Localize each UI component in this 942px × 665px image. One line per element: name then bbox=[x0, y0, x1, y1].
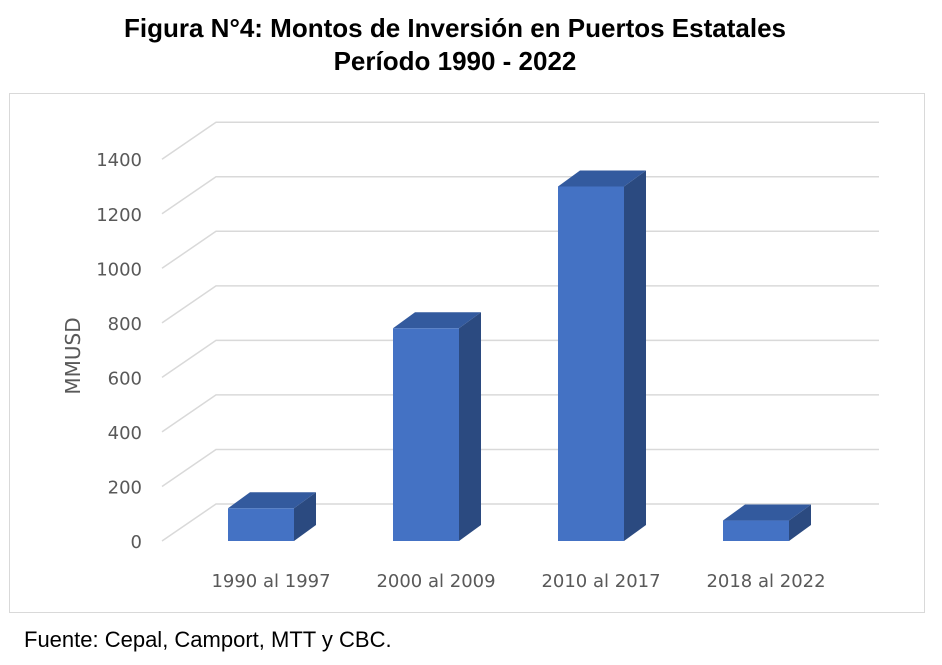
bar-chart: 0 200 400 600 800 1000 1200 1400 MMUSD 1990 al 19… bbox=[61, 121, 879, 592]
y-tick-label: 1200 bbox=[96, 205, 142, 226]
chart-title: Figura N°4: Montos de Inversión en Puert… bbox=[0, 12, 910, 78]
bar bbox=[393, 328, 459, 541]
bar-side bbox=[624, 170, 646, 541]
x-tick-label: 2010 al 2017 bbox=[541, 571, 660, 592]
bar-top bbox=[558, 170, 646, 187]
gridline bbox=[161, 394, 879, 433]
x-tick-label: 2000 al 2009 bbox=[376, 571, 495, 592]
y-axis-label: MMUSD bbox=[61, 317, 85, 394]
bar-top bbox=[393, 312, 481, 329]
gridline bbox=[161, 448, 879, 488]
gridline bbox=[161, 121, 879, 160]
bar-side bbox=[789, 504, 811, 541]
bar-side bbox=[294, 492, 316, 541]
bar-top bbox=[228, 492, 316, 509]
gridline bbox=[161, 285, 879, 324]
gridline bbox=[161, 176, 879, 215]
chart-frame: 0 200 400 600 800 1000 1200 1400 MMUSD 1990 al 19… bbox=[9, 93, 925, 613]
bar bbox=[228, 508, 294, 541]
gridline bbox=[161, 230, 879, 269]
gridline bbox=[161, 339, 879, 378]
source-note: Fuente: Cepal, Camport, MTT y CBC. bbox=[24, 627, 392, 652]
gridline bbox=[161, 503, 879, 542]
bar-side bbox=[459, 312, 481, 541]
y-tick-label: 1400 bbox=[96, 150, 142, 171]
y-tick-label: 800 bbox=[108, 314, 142, 335]
bar-top bbox=[723, 504, 811, 521]
x-tick-label: 1990 al 1997 bbox=[211, 571, 330, 592]
chart-title-line-2: Período 1990 - 2022 bbox=[333, 46, 577, 76]
x-tick-label: 2018 al 2022 bbox=[706, 571, 825, 592]
bar bbox=[723, 520, 789, 541]
y-tick-label: 400 bbox=[108, 423, 142, 444]
y-tick-label: 0 bbox=[131, 532, 142, 553]
y-tick-label: 200 bbox=[108, 477, 142, 498]
y-tick-label: 1000 bbox=[96, 259, 142, 280]
y-tick-label: 600 bbox=[108, 368, 142, 389]
bar bbox=[558, 186, 624, 541]
chart-title-line-1: Figura N°4: Montos de Inversión en Puert… bbox=[124, 13, 786, 43]
